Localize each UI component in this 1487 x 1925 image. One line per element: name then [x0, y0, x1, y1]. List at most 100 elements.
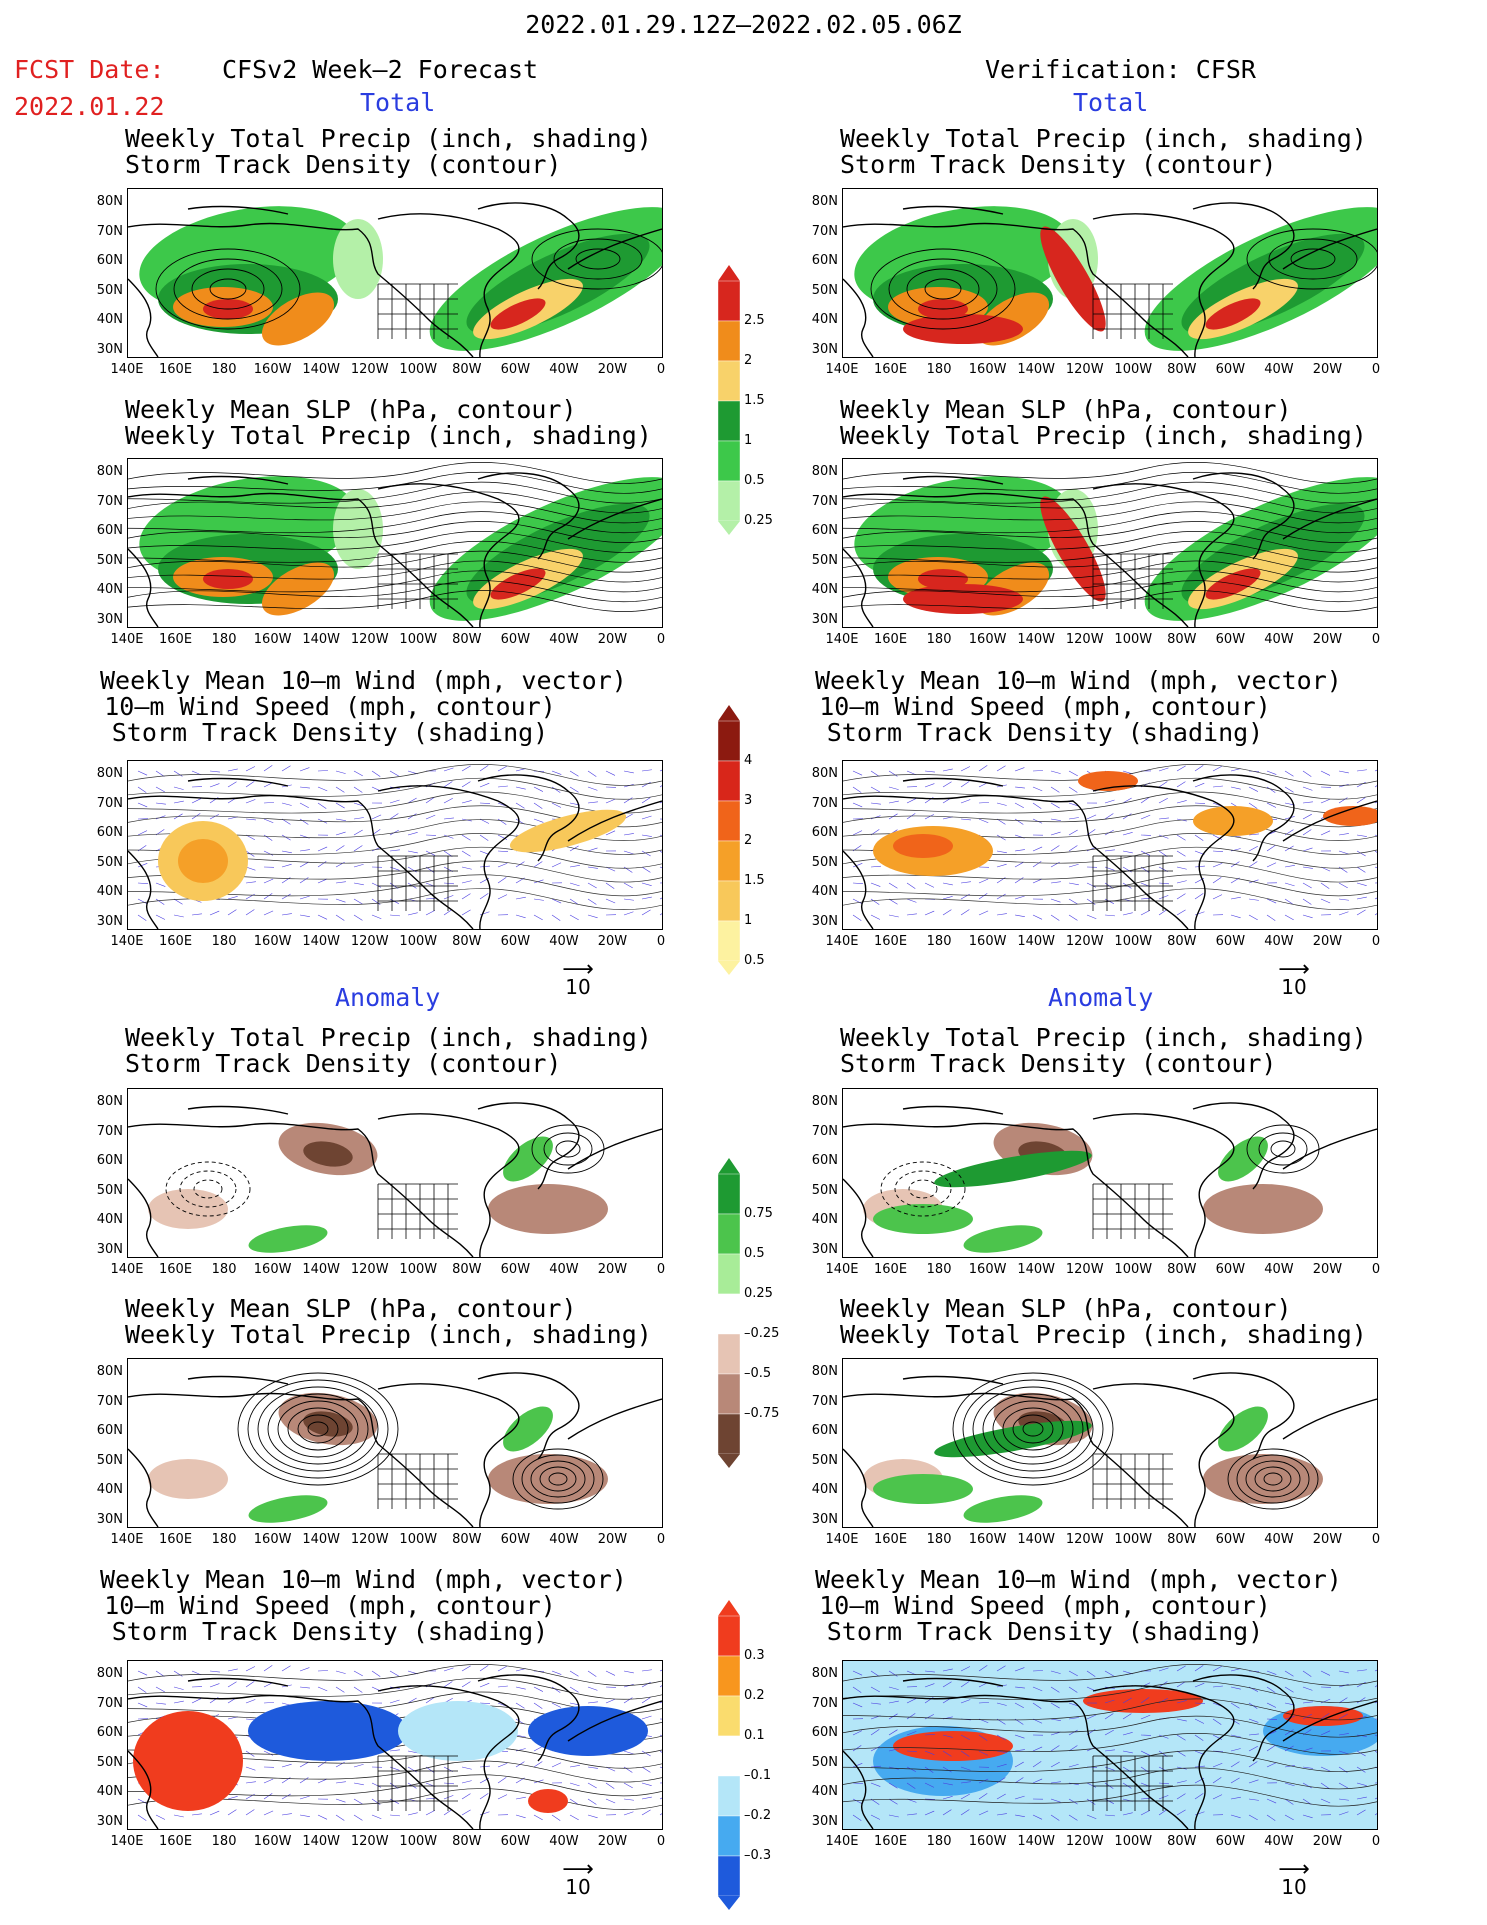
colorbar-tick-label: 1.5	[744, 873, 765, 888]
lat-tick-label: 80N	[811, 1094, 838, 1109]
map-panel-anom-slp-precip-right	[842, 1358, 1378, 1528]
lat-tick-label: 80N	[811, 464, 838, 479]
lon-tick-label: 80W	[1167, 1834, 1197, 1849]
colorbar-tick-label: 0.5	[744, 473, 765, 488]
lon-tick-label: 80W	[452, 1834, 482, 1849]
lat-tick-label: 70N	[96, 1123, 123, 1139]
lat-tick-label: 30N	[811, 1511, 838, 1527]
fcst-date-label: FCST Date:	[14, 55, 165, 84]
lat-tick-label: 30N	[811, 1813, 838, 1829]
lon-tick-label: 0	[656, 632, 666, 647]
lon-tick-label: 180	[926, 1834, 952, 1849]
lon-tick-label: 100W	[1114, 1262, 1153, 1277]
lon-tick-label: 40W	[1264, 362, 1294, 377]
lon-tick-label: 160E	[874, 632, 908, 647]
lon-tick-label: 40W	[549, 362, 579, 377]
lat-tick-label: 60N	[96, 523, 123, 538]
lon-tick-label: 180	[926, 1532, 952, 1547]
lon-tick-label: 40W	[549, 632, 579, 647]
title-l-slp-1: Weekly Mean SLP (hPa, contour)	[125, 395, 577, 424]
lon-tick-label: 160E	[159, 362, 193, 377]
vector-ref-arrow-anom-right: ⟶	[1278, 1857, 1310, 1882]
lat-tick-label: 80N	[96, 1364, 123, 1379]
lon-tick-label: 40W	[549, 1262, 579, 1277]
lon-tick-label: 140W	[302, 1262, 340, 1277]
lat-tick-label: 40N	[811, 1482, 838, 1497]
lon-tick-label: 100W	[399, 1532, 438, 1547]
lon-tick-label: 160W	[968, 1532, 1007, 1547]
lon-tick-label: 160E	[874, 934, 908, 949]
lat-tick-label: 60N	[96, 1153, 123, 1168]
lon-tick-label: 180	[926, 934, 952, 949]
lon-tick-label: 160W	[968, 632, 1007, 647]
map-panel-total-precip-storm-right	[842, 188, 1378, 358]
title-la-precip-1: Weekly Total Precip (inch, shading)	[125, 1023, 652, 1052]
lon-tick-label: 140W	[302, 934, 340, 949]
colorbar-tick-label: –0.75	[744, 1406, 780, 1421]
lon-tick-label: 180	[211, 1532, 237, 1547]
lon-tick-label: 140W	[1017, 632, 1055, 647]
lon-tick-label: 100W	[399, 1262, 438, 1277]
lat-tick-label: 50N	[96, 552, 123, 568]
lat-tick-label: 70N	[96, 1695, 123, 1711]
title-ra-slp-2: Weekly Total Precip (inch, shading)	[840, 1320, 1367, 1349]
lat-tick-label: 40N	[96, 1784, 123, 1799]
lat-tick-label: 70N	[811, 1123, 838, 1139]
lat-tick-label: 60N	[96, 825, 123, 840]
lon-tick-label: 120W	[1065, 632, 1104, 647]
title-ra-wind-2: 10–m Wind Speed (mph, contour)	[819, 1591, 1271, 1620]
colorbar-tick-label: –0.3	[744, 1848, 772, 1863]
title-r-precip-2: Storm Track Density (contour)	[840, 150, 1277, 179]
vector-ref-arrow-total-left: ⟶	[562, 957, 594, 982]
lat-tick-label: 70N	[96, 223, 123, 239]
lon-tick-label: 20W	[597, 632, 628, 647]
colorbar-tick-label: 0.2	[744, 1688, 765, 1703]
lon-tick-label: 100W	[1114, 934, 1153, 949]
lon-tick-label: 60W	[500, 1262, 531, 1277]
right-total-label: Total	[1073, 88, 1149, 117]
title-la-slp-2: Weekly Total Precip (inch, shading)	[125, 1320, 652, 1349]
lon-tick-label: 20W	[1312, 362, 1343, 377]
lat-tick-label: 80N	[96, 766, 123, 781]
lat-tick-label: 40N	[811, 1784, 838, 1799]
lon-tick-label: 140W	[302, 1532, 340, 1547]
lon-tick-label: 140E	[110, 362, 144, 377]
lat-tick-label: 60N	[96, 253, 123, 268]
lat-tick-label: 80N	[96, 194, 123, 209]
lon-tick-label: 60W	[500, 934, 531, 949]
lon-tick-label: 140W	[1017, 1532, 1055, 1547]
lat-tick-label: 30N	[96, 1241, 123, 1257]
lon-tick-label: 20W	[597, 1532, 628, 1547]
lon-tick-label: 120W	[1065, 934, 1104, 949]
lon-tick-label: 40W	[1264, 1834, 1294, 1849]
lon-tick-label: 120W	[1065, 362, 1104, 377]
map-panel-total-slp-precip-right	[842, 458, 1378, 628]
lat-tick-label: 60N	[811, 1153, 838, 1168]
lat-tick-label: 40N	[811, 582, 838, 597]
colorbar-tick-label: 2	[744, 353, 753, 368]
title-la-precip-2: Storm Track Density (contour)	[125, 1049, 562, 1078]
title-r-wind-2: 10–m Wind Speed (mph, contour)	[819, 692, 1271, 721]
colorbar-tick-label: 2	[744, 833, 753, 848]
colorbar-tick-label: –0.25	[744, 1326, 780, 1341]
lon-tick-label: 140E	[110, 1532, 144, 1547]
lon-tick-label: 140E	[825, 1834, 859, 1849]
lon-tick-label: 140W	[1017, 362, 1055, 377]
lon-tick-label: 120W	[1065, 1532, 1104, 1547]
title-l-precip-1: Weekly Total Precip (inch, shading)	[125, 124, 652, 153]
lon-tick-label: 180	[211, 1834, 237, 1849]
lon-tick-label: 120W	[350, 362, 389, 377]
lat-tick-label: 40N	[96, 1482, 123, 1497]
colorbar-tick-label: 0.25	[744, 513, 773, 528]
lon-tick-label: 60W	[1215, 1834, 1246, 1849]
lon-tick-label: 20W	[1312, 1834, 1343, 1849]
lat-tick-label: 30N	[96, 913, 123, 929]
lon-tick-label: 20W	[1312, 1262, 1343, 1277]
lon-tick-label: 0	[1371, 1834, 1381, 1849]
lat-tick-label: 80N	[96, 1666, 123, 1681]
lon-tick-label: 80W	[452, 632, 482, 647]
lon-tick-label: 140W	[1017, 1262, 1055, 1277]
lon-tick-label: 40W	[1264, 934, 1294, 949]
lon-tick-label: 160W	[968, 934, 1007, 949]
title-ra-precip-1: Weekly Total Precip (inch, shading)	[840, 1023, 1367, 1052]
